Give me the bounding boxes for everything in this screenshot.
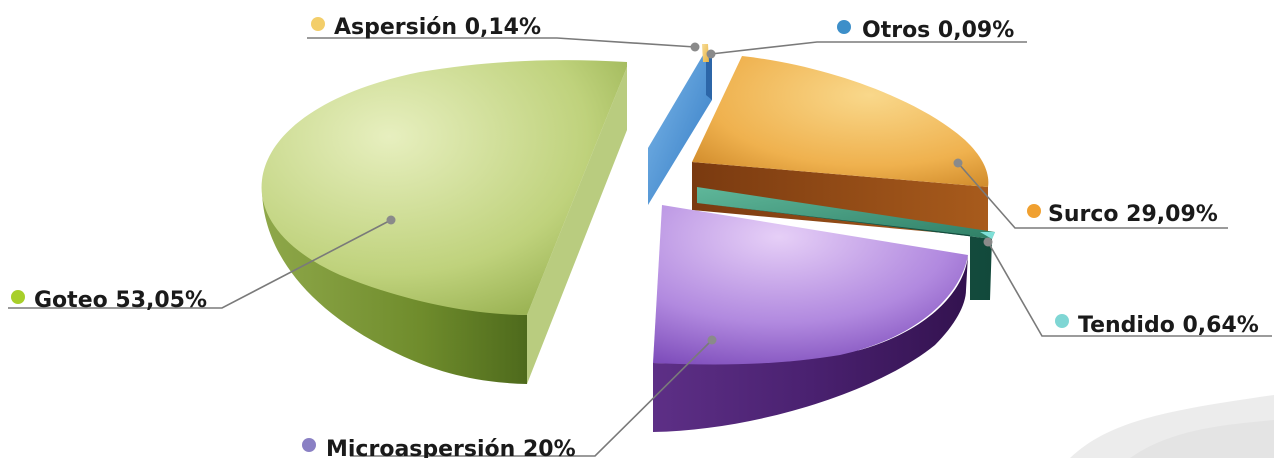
label-tendido: Tendido 0,64% bbox=[983, 237, 1272, 338]
label-aspersion: Aspersión 0,14% bbox=[307, 15, 700, 52]
leader-line-tendido bbox=[987, 241, 1272, 337]
leader-line-surco bbox=[957, 162, 1228, 229]
legend-dot-surco bbox=[1027, 204, 1041, 218]
legend-dot-tendido bbox=[1055, 314, 1069, 328]
legend-dot-aspersion bbox=[311, 17, 325, 31]
legend-dot-otros bbox=[837, 20, 851, 34]
slice-tendido bbox=[697, 187, 995, 300]
chart-labels: Goteo 53,05% Surco 29,09% Microaspersión 2… bbox=[8, 15, 1272, 462]
background-landscape bbox=[1070, 395, 1274, 458]
data-label-tendido: Tendido 0,64% bbox=[1078, 313, 1259, 338]
slice-aspersion bbox=[702, 44, 709, 62]
slice-microaspersion bbox=[653, 205, 968, 432]
leader-line-aspersion bbox=[307, 37, 696, 48]
legend-dot-microaspersion bbox=[302, 438, 316, 452]
legend-dot-goteo bbox=[11, 290, 25, 304]
slice-surco bbox=[692, 56, 989, 237]
leader-line-otros bbox=[710, 41, 1027, 55]
anchor-point-otros bbox=[706, 49, 716, 59]
data-label-surco: Surco 29,09% bbox=[1048, 202, 1218, 227]
anchor-point-surco bbox=[953, 158, 963, 168]
label-surco: Surco 29,09% bbox=[953, 158, 1228, 229]
data-label-aspersion: Aspersión 0,14% bbox=[334, 15, 541, 40]
data-label-microaspersion: Microaspersión 20% bbox=[326, 437, 576, 458]
anchor-point-goteo bbox=[386, 215, 396, 225]
data-label-otros: Otros 0,09% bbox=[862, 18, 1014, 43]
leader-line-goteo bbox=[8, 219, 392, 309]
label-goteo: Goteo 53,05% bbox=[8, 215, 396, 313]
anchor-point-tendido bbox=[983, 237, 993, 247]
leader-line-microaspersion bbox=[350, 339, 713, 457]
slice-goteo bbox=[261, 60, 627, 384]
data-label-goteo: Goteo 53,05% bbox=[34, 288, 207, 313]
anchor-point-microaspersion bbox=[707, 335, 717, 345]
anchor-point-aspersion bbox=[690, 42, 700, 52]
label-otros: Otros 0,09% bbox=[706, 18, 1027, 59]
slice-otros bbox=[648, 50, 712, 205]
